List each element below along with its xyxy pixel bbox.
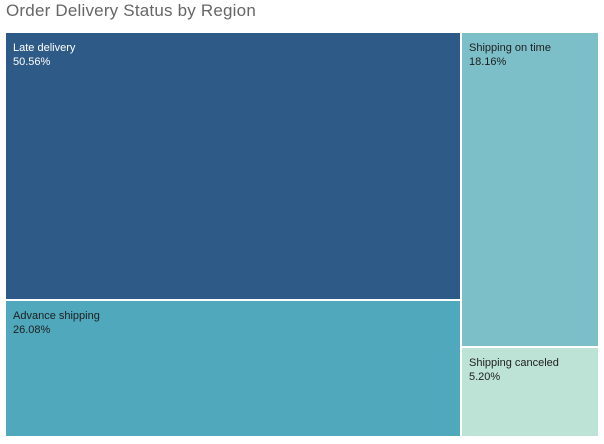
tile-value: 18.16% [469,56,507,68]
tile-advance-shipping[interactable]: Advance shipping 26.08% [6,301,460,436]
tile-shipping-canceled[interactable]: Shipping canceled 5.20% [462,348,598,436]
tile-value: 26.08% [13,324,51,336]
tile-late-delivery[interactable]: Late delivery 50.56% [6,33,460,299]
tile-value: 5.20% [469,371,501,383]
tile-label: Shipping canceled [469,357,559,369]
tile-label: Late delivery [13,42,76,54]
tile-shipping-on-time[interactable]: Shipping on time 18.16% [462,33,598,346]
treemap: Late delivery 50.56% Advance shipping 26.08… [6,33,598,436]
tile-label: Shipping on time [469,42,551,54]
tile-value: 50.56% [13,56,51,68]
chart-title: Order Delivery Status by Region [6,1,256,20]
tile-label: Advance shipping [13,310,100,322]
